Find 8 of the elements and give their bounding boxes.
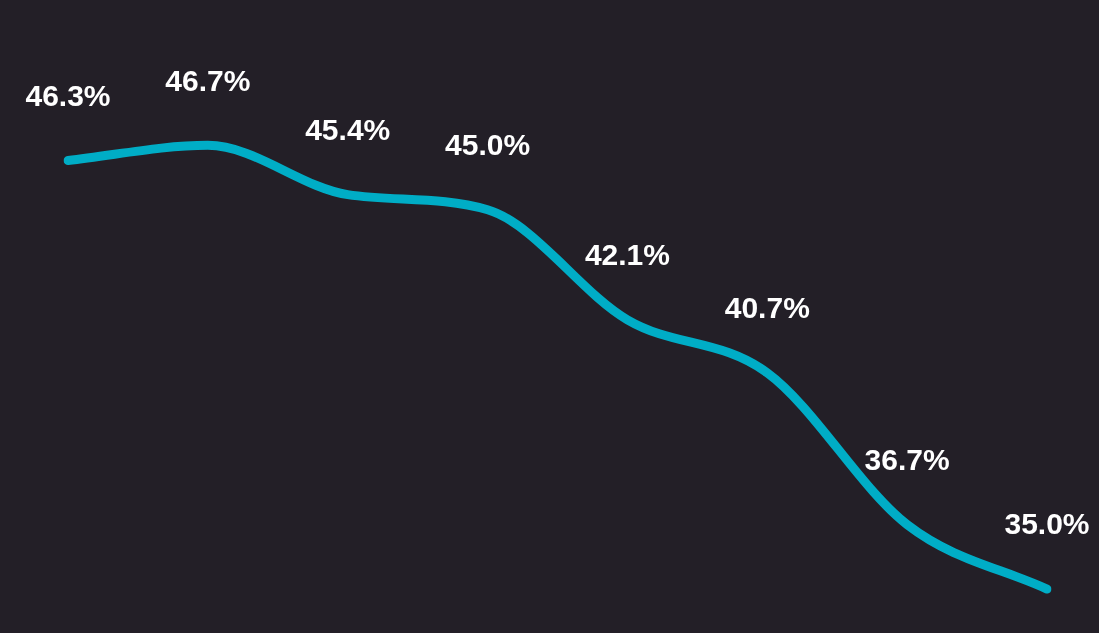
data-label: 35.0%: [1004, 507, 1090, 541]
data-label: 45.0%: [445, 128, 531, 162]
data-label: 42.1%: [584, 238, 670, 272]
data-label: 46.7%: [165, 63, 251, 97]
data-label: 36.7%: [864, 442, 950, 476]
data-label: 40.7%: [724, 291, 810, 325]
data-label: 45.4%: [305, 112, 391, 146]
data-label: 46.3%: [25, 78, 111, 112]
